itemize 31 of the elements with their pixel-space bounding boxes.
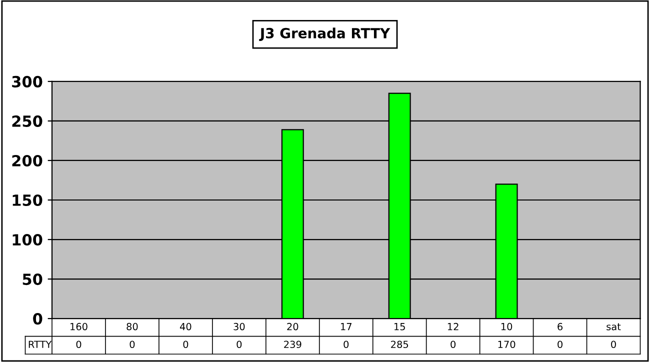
chart-title: J3 Grenada RTTY xyxy=(259,28,390,41)
x-tick-label: 40 xyxy=(180,322,192,330)
y-tick-label: 0 xyxy=(33,313,42,325)
data-label: 0 xyxy=(558,340,562,348)
x-tick-label: 10 xyxy=(501,322,512,330)
legend-label: RTTY xyxy=(28,340,52,348)
data-label: 0 xyxy=(344,340,349,348)
data-label: 0 xyxy=(450,340,456,348)
x-tick-label: 15 xyxy=(394,323,405,330)
y-tick-label: 100 xyxy=(12,234,42,246)
data-label: 0 xyxy=(236,340,242,348)
y-tick-label: 150 xyxy=(12,194,42,206)
x-tick-label: 160 xyxy=(70,322,88,330)
y-tick-label: 200 xyxy=(12,154,42,167)
x-tick-label: sat xyxy=(606,323,621,330)
x-tick-label: 30 xyxy=(234,322,245,330)
data-label: 0 xyxy=(76,340,82,348)
data-label: 0 xyxy=(611,340,616,348)
x-tick-label: 17 xyxy=(341,323,352,330)
data-label: 239 xyxy=(284,340,302,348)
y-tick-label: 250 xyxy=(12,115,42,127)
y-tick-label: 50 xyxy=(22,274,42,286)
y-tick-label: 300 xyxy=(12,76,42,88)
x-tick-label: 6 xyxy=(558,322,563,330)
data-label: 170 xyxy=(498,340,516,348)
data-label: 0 xyxy=(183,340,188,348)
data-label: 0 xyxy=(130,340,135,348)
data-label: 285 xyxy=(391,340,408,348)
x-tick-label: 12 xyxy=(448,322,458,330)
x-tick-label: 20 xyxy=(287,322,298,330)
x-tick-label: 80 xyxy=(126,322,138,330)
